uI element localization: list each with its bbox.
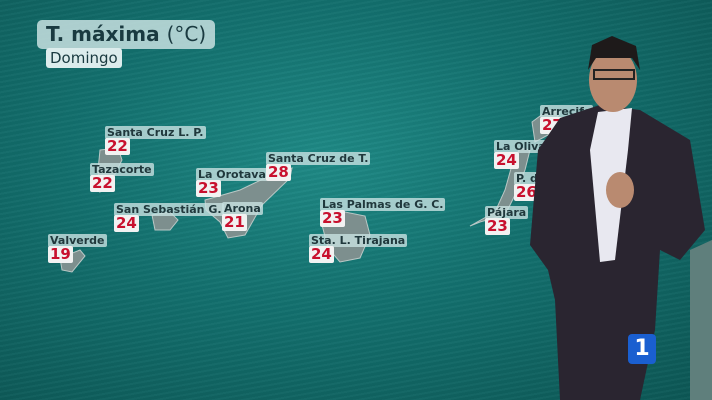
presenter-suit (530, 105, 705, 400)
title-text: T. máxima (46, 22, 160, 46)
station-label: Arona (222, 202, 263, 215)
station-label: Santa Cruz de T. (266, 152, 371, 165)
channel-logo: 1 (628, 334, 656, 364)
day-label: Domingo (46, 48, 122, 68)
station-temp: 19 (48, 245, 73, 263)
station-temp: 23 (485, 217, 510, 235)
title-unit: (°C) (166, 22, 207, 46)
station-temp: 22 (90, 174, 115, 192)
station-label: Valverde (48, 234, 107, 247)
station-temp: 24 (114, 214, 139, 232)
station-temp: 23 (196, 179, 221, 197)
station-temp: 28 (266, 163, 291, 181)
station-label: Las Palmas de G. C. (320, 198, 446, 211)
station-temp: 21 (222, 213, 247, 231)
station-label: Tazacorte (90, 163, 154, 176)
station-label: La Oliva (494, 140, 548, 153)
station-temp: 22 (105, 137, 130, 155)
station-temp: 23 (320, 209, 345, 227)
map-title: T. máxima (°C) (37, 20, 216, 49)
station-label: San Sebastián G. (114, 203, 224, 216)
station-temp: 24 (494, 151, 519, 169)
station-label: Pájara (485, 206, 529, 219)
station-temp: 24 (309, 245, 334, 263)
station-label: La Orotava (196, 168, 268, 181)
presenter-hair (588, 36, 640, 70)
land-edge (690, 240, 712, 400)
presenter-glasses (593, 69, 635, 80)
station-temp: 26 (514, 183, 539, 201)
presenter-hand (606, 172, 634, 208)
station-label: Sta. L. Tirajana (309, 234, 408, 247)
station-label: Santa Cruz L. P. (105, 126, 206, 139)
